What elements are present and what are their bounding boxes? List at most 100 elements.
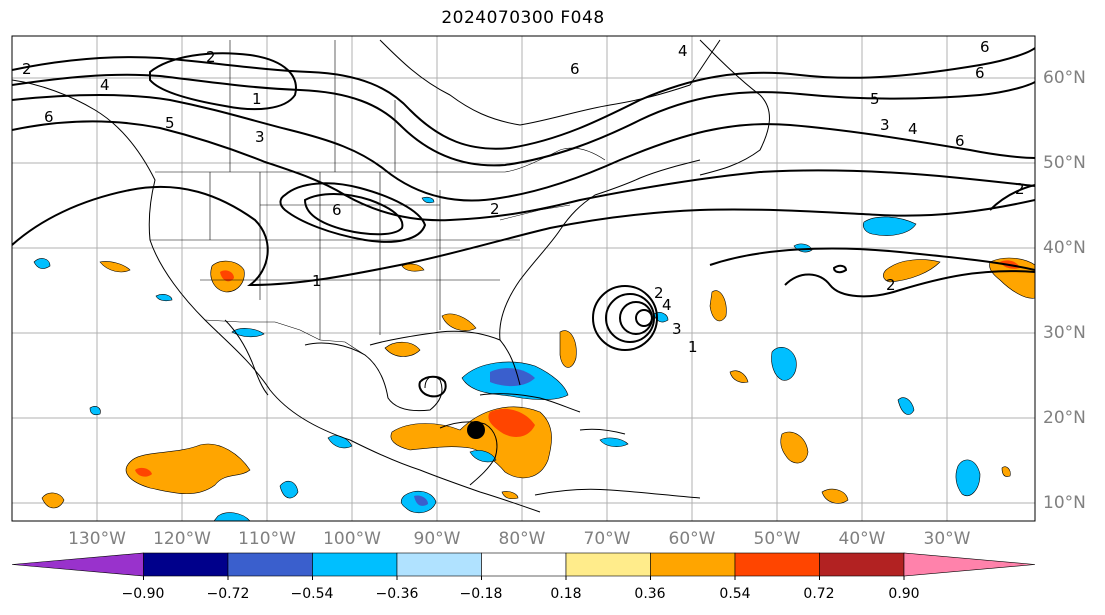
contour-low-midwest	[279, 182, 427, 243]
contour-label: 5	[165, 114, 175, 132]
positive-anomaly-mexico-west	[125, 443, 251, 495]
negative-anomaly-east-atlantic	[955, 459, 981, 496]
contour-atlantic-ridge-2	[784, 270, 1035, 298]
contour-mid-2	[12, 120, 1035, 222]
negative-anomaly-baja	[231, 328, 265, 338]
strong-negative-core	[414, 495, 428, 506]
positive-anomaly-east-atlantic	[883, 259, 941, 283]
contour-label: 1	[688, 338, 698, 356]
contour-storm-ring-1	[592, 285, 659, 351]
lat-label: 40°N	[1043, 238, 1086, 258]
lon-label: 80°W	[498, 529, 546, 549]
contour-label: 2	[1015, 180, 1025, 198]
negative-anomaly-pacific-bottom	[213, 512, 251, 521]
anomaly-shading	[33, 196, 1035, 521]
colorbar-tick-label: 0.18	[550, 586, 582, 602]
contour-label: 6	[44, 108, 54, 126]
contour-label: 1	[252, 90, 262, 108]
contour-label: 6	[975, 64, 985, 82]
colorbar-tick-label: 0.36	[634, 586, 666, 602]
south-america-coast	[534, 488, 701, 499]
contour-storm-ring-2	[605, 293, 656, 343]
positive-anomaly-gulf-coast	[441, 313, 477, 331]
positive-anomaly-small	[1001, 466, 1011, 477]
contour-east-edge	[989, 184, 1035, 211]
hudson-bay-region	[379, 39, 721, 126]
contour-label: 2	[206, 48, 216, 66]
colorbar-tick-label: −0.18	[459, 586, 503, 602]
strong-positive-core	[135, 467, 152, 477]
negative-anomaly-small	[469, 450, 497, 463]
lon-label: 50°W	[753, 529, 801, 549]
colorbar-segment	[312, 552, 398, 577]
colorbar-segment	[143, 552, 229, 577]
negative-anomaly-pacific-mexico	[279, 480, 299, 499]
contour-atlantic-ridge	[709, 247, 1035, 271]
colorbar-segment	[481, 552, 567, 577]
us-canada-border	[155, 147, 606, 173]
negative-anomaly-small	[89, 406, 101, 416]
contour-label: 6	[570, 60, 580, 78]
positive-anomaly-bahamas	[559, 330, 577, 368]
pacific-coast	[12, 79, 541, 513]
negative-anomaly-small	[421, 196, 435, 204]
colorbar-extend-low	[11, 552, 144, 577]
negative-anomaly-pacific-west	[33, 258, 51, 269]
colorbar	[11, 552, 1036, 580]
lon-label: 30°W	[923, 529, 971, 549]
positive-anomaly-atlantic-small	[729, 370, 749, 383]
lon-label: 60°W	[668, 529, 716, 549]
colorbar-tick-label: −0.54	[290, 586, 334, 602]
central-america-coast	[439, 421, 498, 486]
colorbar-segment	[734, 552, 820, 577]
lat-label: 60°N	[1043, 68, 1086, 88]
gulf-coast	[369, 330, 521, 386]
colorbar-segment	[396, 552, 482, 577]
hispaniola	[579, 428, 626, 435]
negative-anomaly-small	[155, 294, 173, 302]
negative-anomaly-atlantic	[771, 347, 797, 381]
contour-label: 3	[255, 128, 265, 146]
contour-label: 2	[22, 60, 32, 78]
contour-label: 2	[886, 276, 896, 294]
strong-positive-core	[220, 270, 234, 282]
lon-label: 70°W	[583, 529, 631, 549]
contour-label: 6	[980, 38, 990, 56]
contour-label: 6	[955, 132, 965, 150]
positive-anomaly-pacific	[99, 261, 131, 273]
contour-lines	[12, 47, 1035, 398]
contour-labels: 2 4 6 5 1 3 2 6 4 6 3 4 6 5 6 2 1 2 6 4 …	[22, 38, 1025, 356]
cuba	[479, 393, 581, 413]
baja-california	[224, 319, 269, 396]
contour-small-ring	[832, 264, 848, 274]
contour-label: 5	[870, 90, 880, 108]
storm-position-dot	[467, 421, 485, 439]
contour-outer-north	[12, 47, 1035, 150]
lon-label: 100°W	[323, 529, 381, 549]
contour-label: 2	[490, 200, 500, 218]
gulf-of-mexico-west	[304, 342, 443, 412]
contour-label: 3	[672, 320, 682, 338]
map-frame	[11, 35, 1036, 522]
colorbar-segment	[650, 552, 736, 577]
colorbar-tick-label: 0.72	[803, 586, 835, 602]
lon-label: 110°W	[238, 529, 296, 549]
colorbar-segment	[227, 552, 313, 577]
contour-north-2	[12, 73, 1035, 167]
positive-anomaly-pacific-south	[41, 492, 65, 509]
colorbar-tick-label: −0.36	[375, 586, 419, 602]
contour-label: 4	[100, 76, 110, 94]
negative-anomaly-mexico	[327, 435, 353, 449]
map-title: 2024070300 F048	[441, 8, 605, 28]
colorbar-segment	[565, 552, 651, 577]
contour-label: 6	[332, 201, 342, 219]
contour-low-midwest-inner	[303, 193, 404, 236]
contour-southern-1	[12, 185, 1035, 287]
coastlines	[12, 39, 770, 513]
colorbar-tick-label: 0.90	[888, 586, 920, 602]
colorbar-extend-high	[903, 552, 1036, 577]
lon-label: 120°W	[153, 529, 211, 549]
lat-label: 50°N	[1043, 153, 1086, 173]
colorbar-segment	[819, 552, 905, 577]
